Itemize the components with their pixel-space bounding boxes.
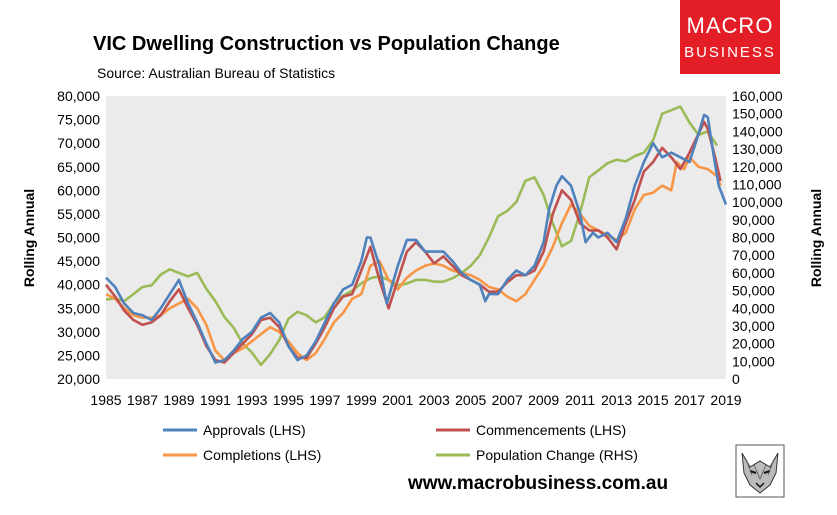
x-tick-label: 2001 (382, 392, 413, 408)
x-tick-label: 2005 (455, 392, 486, 408)
plot-area (106, 96, 726, 379)
x-tick-label: 1997 (309, 392, 340, 408)
right-tick-label: 40,000 (732, 300, 775, 316)
right-tick-label: 90,000 (732, 212, 775, 228)
left-tick-label: 80,000 (57, 88, 100, 104)
series-line-3 (105, 105, 718, 367)
x-tick-label: 2009 (528, 392, 559, 408)
logo-background (680, 0, 780, 74)
legend-label: Completions (LHS) (203, 447, 321, 463)
right-axis-title: Rolling Annual (808, 189, 824, 287)
x-tick-label: 1987 (127, 392, 158, 408)
right-tick-label: 140,000 (732, 123, 783, 139)
x-tick-label: 2003 (419, 392, 450, 408)
series-layer (104, 105, 728, 367)
series-line-0 (105, 113, 728, 364)
left-tick-label: 50,000 (57, 230, 100, 246)
right-tick-label: 0 (732, 371, 740, 387)
left-tick-label: 45,000 (57, 253, 100, 269)
right-tick-label: 50,000 (732, 283, 775, 299)
x-tick-label: 1989 (163, 392, 194, 408)
series-line-2 (105, 156, 722, 362)
x-tick-label: 1999 (346, 392, 377, 408)
x-tick-label: 2015 (637, 392, 668, 408)
left-tick-label: 70,000 (57, 135, 100, 151)
legend-label: Approvals (LHS) (203, 422, 306, 438)
left-tick-label: 60,000 (57, 182, 100, 198)
left-tick-label: 75,000 (57, 112, 100, 128)
left-tick-label: 65,000 (57, 159, 100, 175)
left-axis-title: Rolling Annual (21, 189, 37, 287)
chart-subtitle: Source: Australian Bureau of Statistics (97, 65, 335, 81)
legend: Approvals (LHS) Commencements (LHS) Comple… (163, 422, 638, 463)
left-axis: 20,000 25,000 30,000 35,000 40,000 45,000 50,0… (57, 88, 100, 387)
right-tick-label: 130,000 (732, 141, 783, 157)
x-tick-label: 1993 (236, 392, 267, 408)
right-tick-label: 70,000 (732, 247, 775, 263)
right-tick-label: 10,000 (732, 353, 775, 369)
x-tick-label: 1991 (200, 392, 231, 408)
left-tick-label: 55,000 (57, 206, 100, 222)
x-axis: 1985 1987 1989 1991 1993 1995 1997 1999 2001 2003… (90, 392, 741, 408)
right-tick-label: 80,000 (732, 230, 775, 246)
wolf-head-icon (735, 444, 785, 498)
right-tick-label: 60,000 (732, 265, 775, 281)
legend-label: Commencements (LHS) (476, 422, 626, 438)
logo-line1: MACRO (687, 13, 774, 38)
right-tick-label: 110,000 (732, 176, 782, 192)
left-tick-label: 35,000 (57, 300, 100, 316)
logo-line2: BUSINESS (684, 44, 776, 61)
right-tick-label: 20,000 (732, 336, 775, 352)
left-tick-label: 20,000 (57, 371, 100, 387)
x-tick-label: 2011 (565, 392, 595, 408)
left-tick-label: 30,000 (57, 324, 100, 340)
legend-label: Population Change (RHS) (476, 447, 638, 463)
x-tick-label: 2007 (492, 392, 523, 408)
left-tick-label: 40,000 (57, 277, 100, 293)
right-tick-label: 150,000 (732, 106, 783, 122)
macrobusiness-logo: MACRO BUSINESS (680, 0, 780, 74)
right-tick-label: 30,000 (732, 318, 775, 334)
x-tick-label: 2013 (601, 392, 632, 408)
right-tick-label: 160,000 (732, 88, 783, 104)
x-tick-label: 1985 (90, 392, 121, 408)
right-tick-label: 100,000 (732, 194, 783, 210)
right-tick-label: 120,000 (732, 159, 783, 175)
x-tick-label: 2017 (674, 392, 705, 408)
website-url: www.macrobusiness.com.au (407, 473, 668, 494)
chart-title: VIC Dwelling Construction vs Population … (93, 33, 560, 55)
x-tick-label: 1995 (273, 392, 304, 408)
left-tick-label: 25,000 (57, 347, 100, 363)
x-tick-label: 2019 (710, 392, 741, 408)
